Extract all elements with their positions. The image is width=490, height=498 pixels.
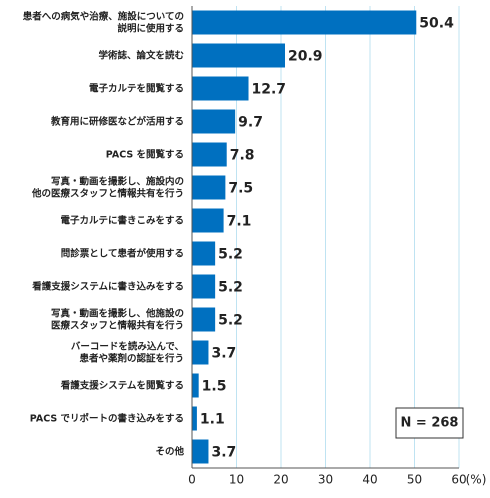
- bar: [192, 241, 216, 266]
- value-label: 5.2: [218, 313, 243, 329]
- value-label: 1.1: [200, 412, 225, 428]
- x-tick-label: 50: [407, 473, 422, 487]
- y-tick-label: PACS でリポートの書き込みをする: [30, 412, 184, 424]
- value-label: 3.7: [211, 445, 236, 461]
- x-tick-label: 0: [188, 473, 196, 487]
- y-tick-label-line: 学術誌、論文を読む: [98, 49, 184, 61]
- annotation-box: [395, 407, 464, 439]
- bar: [192, 208, 224, 233]
- y-tick-label-line: 他の医療スタッフと情報共有を行う: [31, 187, 184, 199]
- y-tick-label: バーコードを読み込んで、患者や薬剤の認証を行う: [71, 340, 184, 364]
- bar: [192, 10, 417, 35]
- value-label: 7.1: [227, 214, 252, 230]
- y-tick-label-line: 患者への病気や治療、施設についての: [23, 10, 184, 22]
- y-tick-label-line: 看護支援システムに書き込みをする: [32, 280, 184, 292]
- y-tick-label-line: その他: [155, 445, 184, 457]
- y-tick-label-line: 医療スタッフと情報共有を行う: [51, 319, 184, 331]
- y-tick-label-line: 説明に使用する: [117, 22, 184, 34]
- x-tick-label: 60: [451, 473, 466, 487]
- bar: [192, 274, 216, 299]
- value-label: 7.8: [230, 148, 255, 164]
- y-tick-label-line: バーコードを読み込んで、: [71, 340, 184, 352]
- x-tick-label: 20: [273, 473, 288, 487]
- y-tick-label-line: PACS を閲覧する: [106, 148, 184, 160]
- y-tick-label: 写真・動画を撮影し、施設内の他の医療スタッフと情報共有を行う: [31, 175, 184, 199]
- value-label: 12.7: [252, 82, 287, 98]
- bar: [192, 307, 216, 332]
- y-tick-label: 写真・動画を撮影し、他施設の医療スタッフと情報共有を行う: [51, 307, 184, 331]
- y-tick-label: 患者への病気や治療、施設についての説明に使用する: [23, 10, 184, 34]
- bar: [192, 76, 249, 101]
- y-tick-label: 看護支援システムに書き込みをする: [32, 280, 184, 292]
- x-axis-label: (%): [466, 473, 487, 487]
- bar: [192, 340, 209, 365]
- y-tick-label-line: 問診票として患者が使用する: [61, 247, 184, 259]
- x-tick-label: 40: [362, 473, 377, 487]
- y-tick-label: その他: [155, 445, 184, 457]
- y-tick-label-line: 電子カルテを閲覧する: [89, 82, 184, 94]
- value-label: 7.5: [228, 181, 253, 197]
- bar: [192, 406, 197, 431]
- value-label: 1.5: [202, 379, 227, 395]
- y-tick-label: 学術誌、論文を読む: [98, 49, 184, 61]
- bar: [192, 43, 286, 68]
- y-tick-label-line: 教育用に研修医などが活用する: [50, 115, 184, 127]
- bar: [192, 109, 236, 134]
- y-tick-label-line: 電子カルテに書きこみをする: [60, 214, 184, 226]
- plot: 0 10 20 30 40 50 60 患者への病気や治療、施設についての説明に使用する 50.…: [23, 6, 467, 487]
- bar: [192, 373, 199, 398]
- y-tick-label: 看護支援システムを閲覧する: [61, 379, 184, 391]
- y-tick-label: 問診票として患者が使用する: [61, 247, 184, 259]
- value-label: 3.7: [211, 346, 236, 362]
- bar: [192, 142, 227, 167]
- y-tick-label: PACS を閲覧する: [106, 148, 184, 160]
- y-tick-label-line: 写真・動画を撮影し、他施設の: [51, 307, 184, 319]
- x-tick-label: 30: [318, 473, 333, 487]
- value-label: 50.4: [419, 16, 454, 32]
- y-tick-label-line: 看護支援システムを閲覧する: [61, 379, 184, 391]
- bar: [192, 439, 209, 464]
- value-label: 20.9: [288, 49, 323, 65]
- y-tick-label: 電子カルテに書きこみをする: [60, 214, 184, 226]
- bar: [192, 175, 226, 200]
- y-tick-label-line: PACS でリポートの書き込みをする: [30, 412, 184, 424]
- value-label: 5.2: [218, 280, 243, 296]
- x-tick-label: 10: [229, 473, 244, 487]
- value-label: 9.7: [238, 115, 263, 131]
- y-tick-label-line: 写真・動画を撮影し、施設内の: [51, 175, 184, 187]
- y-tick-label: 電子カルテを閲覧する: [89, 82, 184, 94]
- y-tick-label: 教育用に研修医などが活用する: [50, 115, 184, 127]
- annotation: N = 268: [401, 416, 459, 431]
- value-label: 5.2: [218, 247, 243, 263]
- y-tick-label-line: 患者や薬剤の認証を行う: [79, 352, 184, 364]
